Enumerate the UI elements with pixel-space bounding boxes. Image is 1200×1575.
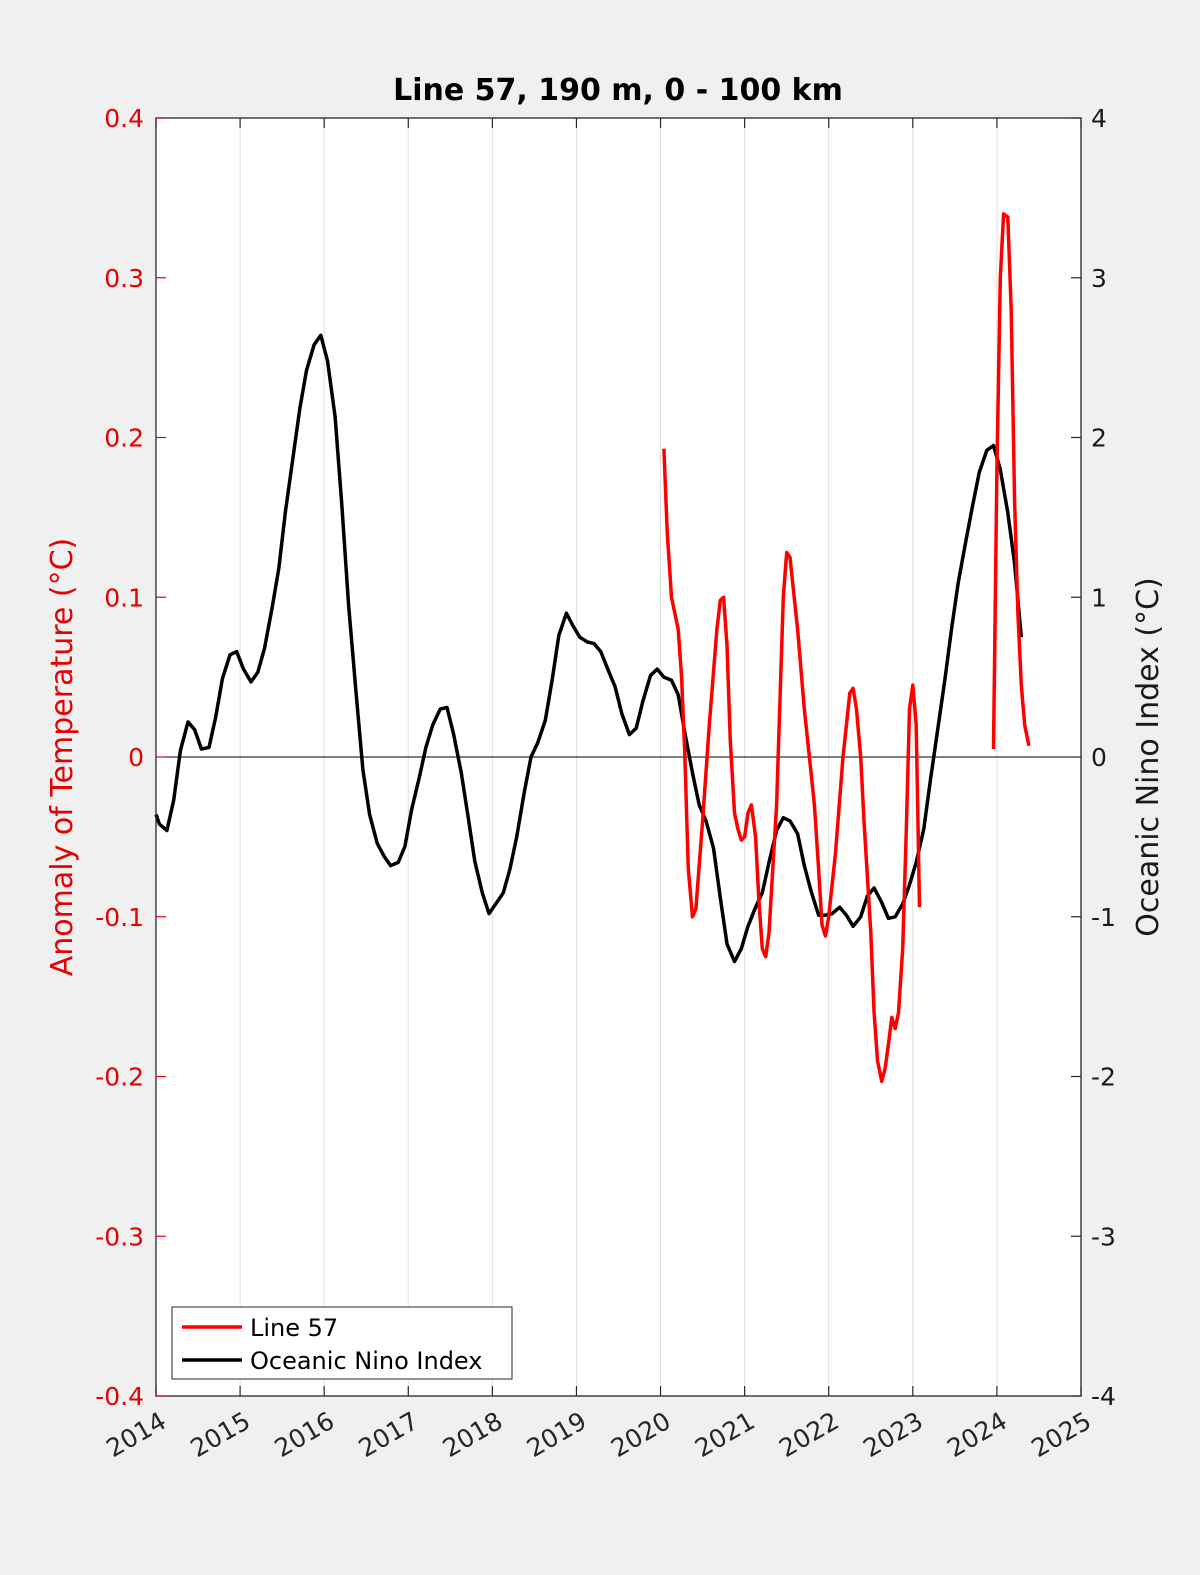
legend-label-oni: Oceanic Nino Index <box>250 1347 482 1375</box>
y-left-tick-label: -0.4 <box>95 1382 144 1411</box>
x-tick-label: 2024 <box>942 1406 1012 1463</box>
series-line-oceanic-nino-index <box>154 333 1024 964</box>
x-tick-label: 2017 <box>354 1406 424 1463</box>
y-right-tick-label: 2 <box>1091 424 1107 453</box>
legend: Line 57 Oceanic Nino Index <box>171 1306 513 1380</box>
y-right-tick-label: -3 <box>1091 1222 1116 1251</box>
x-tick-label: 2021 <box>690 1406 760 1463</box>
x-tick-label: 2019 <box>522 1406 592 1463</box>
x-tick-label: 2014 <box>101 1406 171 1463</box>
x-tick-label: 2018 <box>438 1406 508 1463</box>
y-left-tick-label: 0.3 <box>104 264 144 293</box>
y-left-tick-label: -0.2 <box>95 1063 144 1092</box>
y-left-tick-label: 0.4 <box>104 104 144 133</box>
series-line-line-57 <box>991 212 1031 750</box>
y-right-tick-label: 0 <box>1091 743 1107 772</box>
y-axis-label-left: Anomaly of Temperature (°C) <box>45 538 80 977</box>
y-right-tick-label: 4 <box>1091 104 1107 133</box>
y-left-tick-label: -0.1 <box>95 903 144 932</box>
legend-label-line57: Line 57 <box>250 1314 338 1342</box>
y-left-tick-label: -0.3 <box>95 1222 144 1251</box>
y-left-tick-label: 0 <box>128 743 144 772</box>
x-tick-label: 2020 <box>606 1406 676 1463</box>
x-tick-label: 2022 <box>774 1406 844 1463</box>
y-right-tick-label: -2 <box>1091 1063 1116 1092</box>
y-right-tick-label: -4 <box>1091 1382 1116 1411</box>
series-layer <box>154 212 1031 1084</box>
y-right-tick-label: 1 <box>1091 583 1107 612</box>
y-left-tick-label: 0.1 <box>104 583 144 612</box>
x-tick-label: 2015 <box>185 1406 255 1463</box>
legend-box <box>171 1306 513 1380</box>
x-tick-label: 2023 <box>858 1406 928 1463</box>
y-right-tick-label: -1 <box>1091 903 1116 932</box>
y-axis-label-right: Oceanic Nino Index (°C) <box>1131 577 1166 937</box>
x-tick-label: 2016 <box>270 1406 340 1463</box>
y-left-tick-label: 0.2 <box>104 424 144 453</box>
chart-title: Line 57, 190 m, 0 - 100 km <box>393 73 843 108</box>
y-right-tick-label: 3 <box>1091 264 1107 293</box>
series-line-line-57 <box>662 448 922 1084</box>
x-tick-label: 2025 <box>1026 1406 1096 1463</box>
